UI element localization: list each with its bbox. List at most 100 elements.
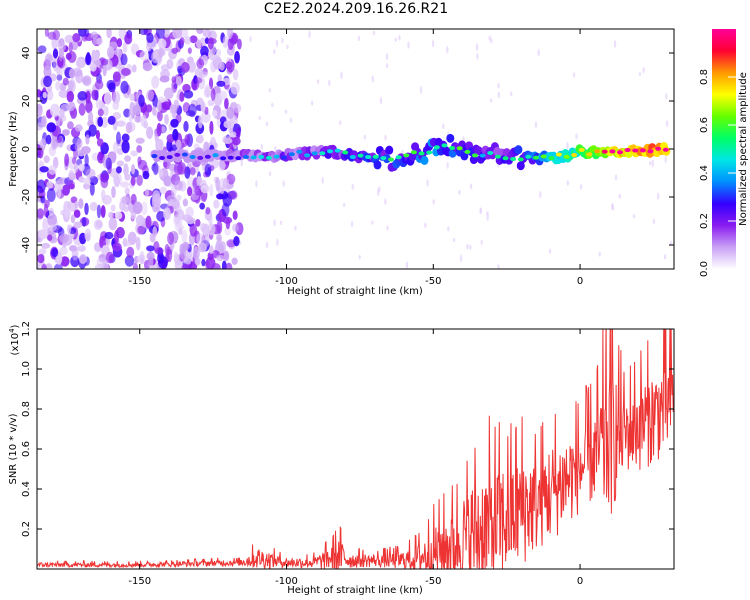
noise-blob — [431, 39, 435, 48]
track-blob — [373, 160, 382, 170]
noise-blob — [426, 179, 429, 187]
noise-blob — [108, 211, 114, 219]
spectrogram-plot: -150 -100 -50 0 -40 -20 0 20 40 Height of strai… — [8, 28, 675, 297]
track-core — [281, 155, 288, 160]
noise-blob — [181, 263, 190, 269]
noise-blob — [181, 230, 188, 243]
spectrogram-x-label: Height of straight line (km) — [287, 286, 423, 297]
noise-blob — [137, 156, 142, 166]
noise-blob — [446, 45, 449, 54]
noise-blob — [45, 263, 53, 269]
noise-blob — [107, 115, 116, 125]
noise-blob — [104, 231, 114, 240]
noise-blob — [216, 220, 223, 235]
noise-blob — [350, 220, 354, 228]
noise-blob — [146, 126, 154, 139]
noise-blob — [207, 37, 214, 50]
noise-blob — [642, 67, 645, 74]
noise-blob — [475, 43, 479, 52]
noise-blob — [151, 75, 160, 89]
noise-blob — [116, 131, 121, 145]
noise-blob — [124, 255, 135, 267]
noise-blob — [110, 204, 116, 212]
noise-blob — [233, 103, 242, 114]
noise-blob — [164, 243, 170, 255]
noise-blob — [159, 75, 170, 83]
noise-blob — [56, 66, 61, 76]
noise-blob — [88, 124, 97, 137]
noise-blob — [157, 38, 167, 50]
noise-blob — [273, 219, 276, 227]
noise-blob — [72, 33, 81, 43]
noise-blob — [111, 186, 116, 199]
track-core — [540, 154, 547, 159]
noise-blob — [651, 159, 654, 168]
track-core — [433, 145, 440, 150]
noise-blob — [70, 214, 76, 224]
noise-blob — [47, 31, 57, 40]
noise-blob — [235, 128, 241, 139]
noise-blob — [195, 219, 201, 227]
noise-blob — [97, 108, 104, 117]
noise-blob — [613, 40, 617, 48]
noise-blob — [64, 34, 74, 44]
noise-blob — [103, 91, 112, 105]
noise-blob — [407, 41, 410, 49]
noise-blob — [132, 201, 143, 215]
noise-blob — [386, 225, 389, 231]
noise-blob — [167, 232, 175, 245]
noise-blob — [260, 143, 264, 150]
track-core — [479, 153, 486, 158]
track-core — [464, 149, 471, 154]
noise-blob — [273, 48, 276, 55]
noise-blob — [120, 80, 129, 94]
noise-blob — [112, 242, 122, 252]
noise-blob — [282, 180, 285, 188]
spectrogram-noise — [37, 29, 673, 269]
x-tick-label: -150 — [128, 276, 151, 287]
noise-blob — [339, 120, 342, 126]
spectrogram-x-axis: -150 -100 -50 0 — [128, 29, 583, 287]
noise-blob — [265, 241, 269, 249]
track-core — [334, 148, 341, 153]
noise-blob — [94, 79, 104, 90]
track-core — [594, 149, 601, 154]
noise-blob — [232, 210, 238, 221]
noise-blob — [447, 226, 450, 232]
noise-blob — [146, 251, 155, 261]
noise-blob — [199, 202, 206, 210]
track-core — [662, 147, 669, 152]
noise-blob — [379, 96, 383, 105]
noise-blob — [161, 126, 166, 133]
noise-blob — [479, 207, 482, 215]
noise-blob — [66, 180, 75, 189]
noise-blob — [179, 36, 185, 46]
track-core — [174, 152, 181, 157]
noise-blob — [222, 216, 233, 224]
noise-blob — [39, 166, 49, 173]
noise-blob — [216, 233, 222, 242]
noise-blob — [579, 184, 583, 190]
noise-blob — [112, 173, 123, 185]
noise-blob — [152, 106, 157, 116]
noise-blob — [534, 121, 538, 129]
noise-blob — [236, 38, 242, 50]
x-tick-label: 0 — [577, 276, 583, 287]
noise-blob — [91, 89, 99, 101]
noise-blob — [233, 235, 240, 247]
noise-blob — [371, 75, 374, 83]
track-core — [197, 155, 204, 160]
noise-blob — [90, 31, 99, 39]
noise-blob — [97, 116, 104, 127]
y-tick-label: 0.8 — [21, 401, 32, 417]
noise-blob — [152, 193, 162, 208]
noise-blob — [405, 261, 409, 269]
noise-blob — [187, 47, 192, 54]
track-core — [189, 154, 196, 159]
noise-blob — [37, 179, 46, 193]
noise-blob — [124, 187, 130, 195]
noise-blob — [294, 225, 297, 231]
noise-blob — [48, 224, 57, 232]
noise-blob — [171, 47, 178, 54]
noise-blob — [69, 245, 77, 252]
